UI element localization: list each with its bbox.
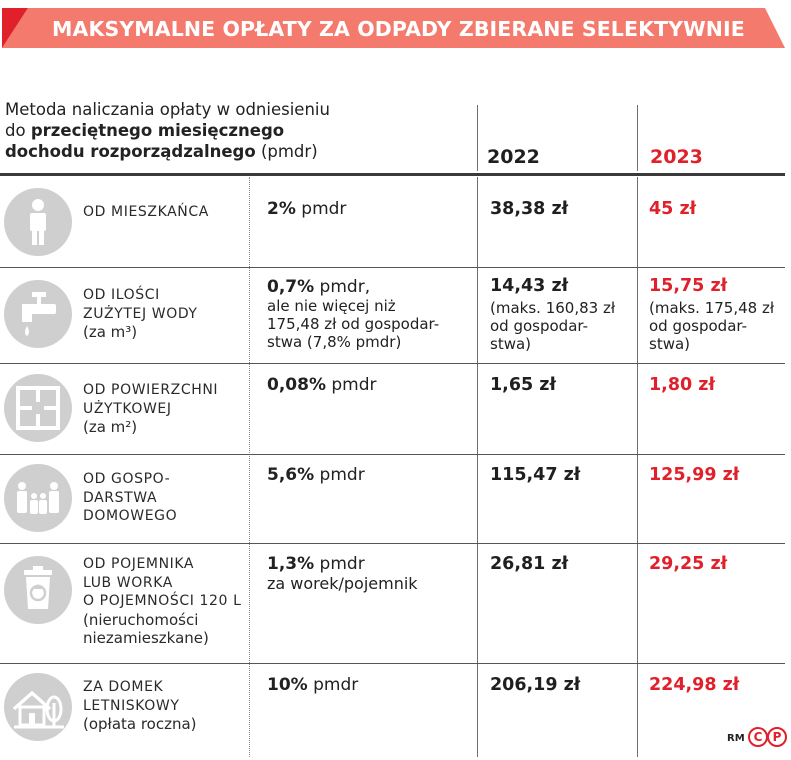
publisher-logo: P xyxy=(767,727,787,747)
copyright-logo: C xyxy=(748,727,768,747)
value-2023-summer-house: 224,98 zł xyxy=(649,675,740,695)
household-family-icon xyxy=(4,464,72,532)
value-2022-usable-area: 1,65 zł xyxy=(490,375,556,395)
banner-shape xyxy=(2,8,785,48)
author-credit: RM xyxy=(727,733,745,744)
category-household: OD GOSPO- DARSTWA DOMOWEGO xyxy=(83,471,178,524)
header-line-3-suffix: (pmdr) xyxy=(255,142,318,161)
method-usable-area: 0,08% pmdr xyxy=(267,375,377,395)
header-rule xyxy=(0,173,785,176)
divider-2023 xyxy=(637,177,638,757)
value-2022-summer-house: 206,19 zł xyxy=(490,675,581,695)
category-container-or-bag: OD POJEMNIKA LUB WORKA O POJEMNOŚCI 120 … xyxy=(83,556,242,647)
divider-method xyxy=(249,177,250,757)
title-banner: MAKSYMALNE OPŁATY ZA ODPADY ZBIERANE SEL… xyxy=(2,8,785,48)
note-2023-water-usage: (maks. 175,48 zł od gospodar- stwa) xyxy=(649,299,775,353)
row-divider xyxy=(0,543,785,544)
method-column-header: Metoda naliczania opłaty w odniesieniu d… xyxy=(5,99,445,162)
category-summer-house: ZA DOMEK LETNISKOWY (opłata roczna) xyxy=(83,679,197,733)
row-divider xyxy=(0,363,785,364)
year-2023-header: 2023 xyxy=(650,146,703,168)
year-2022-header: 2022 xyxy=(487,146,540,168)
method-per-resident: 2% pmdr xyxy=(267,199,347,219)
header-line-2-bold: przeciętnego miesięcznego xyxy=(30,121,285,140)
method-summer-house: 10% pmdr xyxy=(267,675,359,695)
category-water-usage: OD ILOŚCI ZUŻYTEJ WODY (za m³) xyxy=(83,287,198,341)
person-icon xyxy=(4,188,72,256)
category-usable-area: OD POWIERZCHNI UŻYTKOWEJ (za m²) xyxy=(83,382,219,436)
method-household: 5,6% pmdr xyxy=(267,465,365,485)
value-2022-container-or-bag: 26,81 zł xyxy=(490,554,569,574)
summer-house-icon xyxy=(4,673,72,741)
header-line-1: Metoda naliczania opłaty w odniesieniu xyxy=(5,100,330,119)
divider-2023-header xyxy=(637,105,638,171)
divider-2022-header xyxy=(477,105,478,171)
header-line-2-prefix: do xyxy=(5,121,31,140)
note-2022-water-usage: (maks. 160,83 zł od gospodar- stwa) xyxy=(490,299,616,353)
value-2023-per-resident: 45 zł xyxy=(649,199,697,219)
value-2022-household: 115,47 zł xyxy=(490,465,581,485)
value-2023-container-or-bag: 29,25 zł xyxy=(649,554,728,574)
page-title: MAKSYMALNE OPŁATY ZA ODPADY ZBIERANE SEL… xyxy=(52,17,745,41)
value-2023-usable-area: 1,80 zł xyxy=(649,375,715,395)
method-water-usage: 0,7% pmdr, ale nie więcej niż 175,48 zł … xyxy=(267,277,440,352)
header-line-3-bold: dochodu rozporządzalnego xyxy=(5,142,256,161)
value-2023-household: 125,99 zł xyxy=(649,465,740,485)
value-2023-water-usage: 15,75 zł xyxy=(649,276,728,296)
method-container-or-bag: 1,3% pmdr za worek/pojemnik xyxy=(267,554,418,594)
recycling-bin-icon xyxy=(4,556,72,624)
value-2022-per-resident: 38,38 zł xyxy=(490,199,569,219)
divider-2022 xyxy=(477,177,478,757)
floor-plan-icon xyxy=(4,374,72,442)
row-divider xyxy=(0,267,785,268)
category-per-resident: OD MIESZKAŃCA xyxy=(83,204,209,220)
row-divider xyxy=(0,663,785,664)
value-2022-water-usage: 14,43 zł xyxy=(490,276,569,296)
row-divider xyxy=(0,454,785,455)
water-tap-icon xyxy=(4,280,72,348)
